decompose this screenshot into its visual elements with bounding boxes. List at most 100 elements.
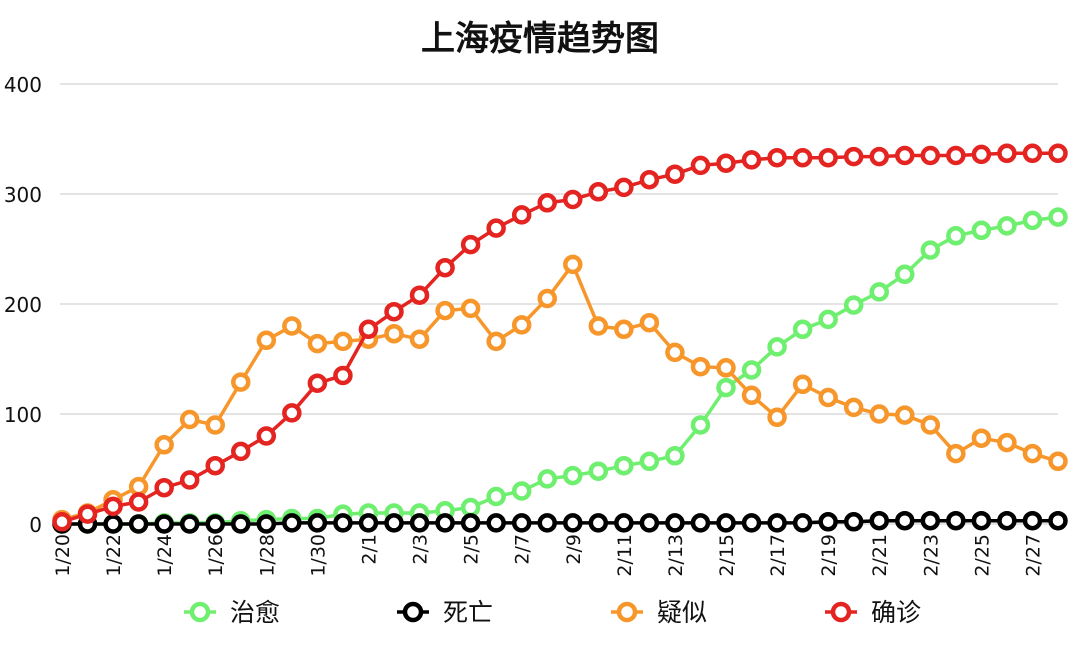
series-line [61,151,1058,524]
x-tick-label: 2/5 [461,534,483,565]
data-point [767,147,787,168]
data-point [486,218,506,238]
data-point [282,513,302,533]
data-point [333,365,353,386]
data-point [946,510,966,531]
series-line [62,518,1058,526]
data-point [511,513,532,533]
data-point [128,476,149,497]
x-tick-label: 2/7 [512,534,534,565]
series-疑似 [52,254,1068,530]
data-point [1022,443,1043,464]
x-tick-label: 2/23 [920,534,942,577]
data-point [614,455,634,476]
data-point [333,513,353,533]
data-point [946,443,966,464]
data-point [920,145,941,166]
y-tick-label: 300 [4,183,42,207]
data-point [895,145,915,166]
data-point [716,377,736,398]
data-point [971,220,992,241]
data-point [665,446,685,466]
data-point [920,240,941,260]
data-point [741,513,762,533]
data-point [231,514,251,534]
data-point [614,177,634,198]
data-point [179,470,200,490]
data-point [665,513,685,533]
x-tick-label: 1/26 [205,534,227,577]
data-point [256,426,277,446]
data-point [920,510,941,531]
data-point [307,333,328,354]
x-tick-label: 1/24 [154,534,176,577]
legend-label: 疑似 [657,598,707,627]
data-point [971,428,992,448]
data-point [895,405,915,425]
data-point [358,513,379,533]
data-point [384,301,404,322]
data-point [460,497,481,518]
data-point [690,155,711,176]
data-point [563,513,583,533]
data-point [818,387,838,408]
data-point [1022,510,1043,531]
legend-label: 治愈 [230,598,280,627]
data-point [486,331,506,352]
x-tick-label: 2/15 [716,534,738,577]
data-point [231,372,251,392]
legend-marker [189,601,211,623]
data-point [588,513,609,533]
data-point [869,146,889,167]
data-point [588,461,609,481]
data-point [460,234,481,255]
data-point [409,513,430,533]
data-point [792,513,813,533]
data-point [435,513,455,533]
data-point [154,435,174,455]
data-point [767,337,787,357]
data-point [767,407,787,428]
data-point [690,356,711,377]
data-point [537,193,557,213]
series-line [62,215,1059,526]
x-tick-label: 2/21 [869,534,891,577]
x-tick-label: 1/28 [256,534,278,577]
data-point [128,492,149,512]
data-point [77,504,98,524]
data-point [179,409,200,430]
x-axis-ticks: 1/20 1/22 1/24 1/26 1/28 1/30 2/1 2/3 2/5 2/7 2/9 2… [52,534,1044,577]
data-point [869,404,889,424]
data-point [716,358,736,378]
data-point [435,257,455,278]
series-确诊 [52,143,1068,532]
data-point [52,512,72,532]
data-point [588,182,609,202]
series-lines [52,143,1068,534]
data-point [486,486,506,507]
data-point [792,147,813,168]
legend-marker [402,601,424,623]
legend: 治愈 死亡 疑似 确诊 [184,598,921,627]
data-point [716,153,736,173]
data-point [818,147,838,168]
data-point [154,477,174,498]
legend-marker [616,601,638,623]
data-point [690,415,711,435]
data-point [179,514,200,534]
data-point [665,164,685,184]
data-point [1048,451,1068,472]
data-point [843,146,864,167]
data-point [997,432,1017,453]
data-point [128,514,149,534]
data-point [103,514,123,534]
data-point [358,319,379,340]
data-point [537,513,557,533]
data-point [614,513,634,533]
data-point [563,465,583,486]
data-point [537,469,557,489]
data-point [409,285,430,305]
data-point [256,330,277,351]
data-point [741,360,762,380]
